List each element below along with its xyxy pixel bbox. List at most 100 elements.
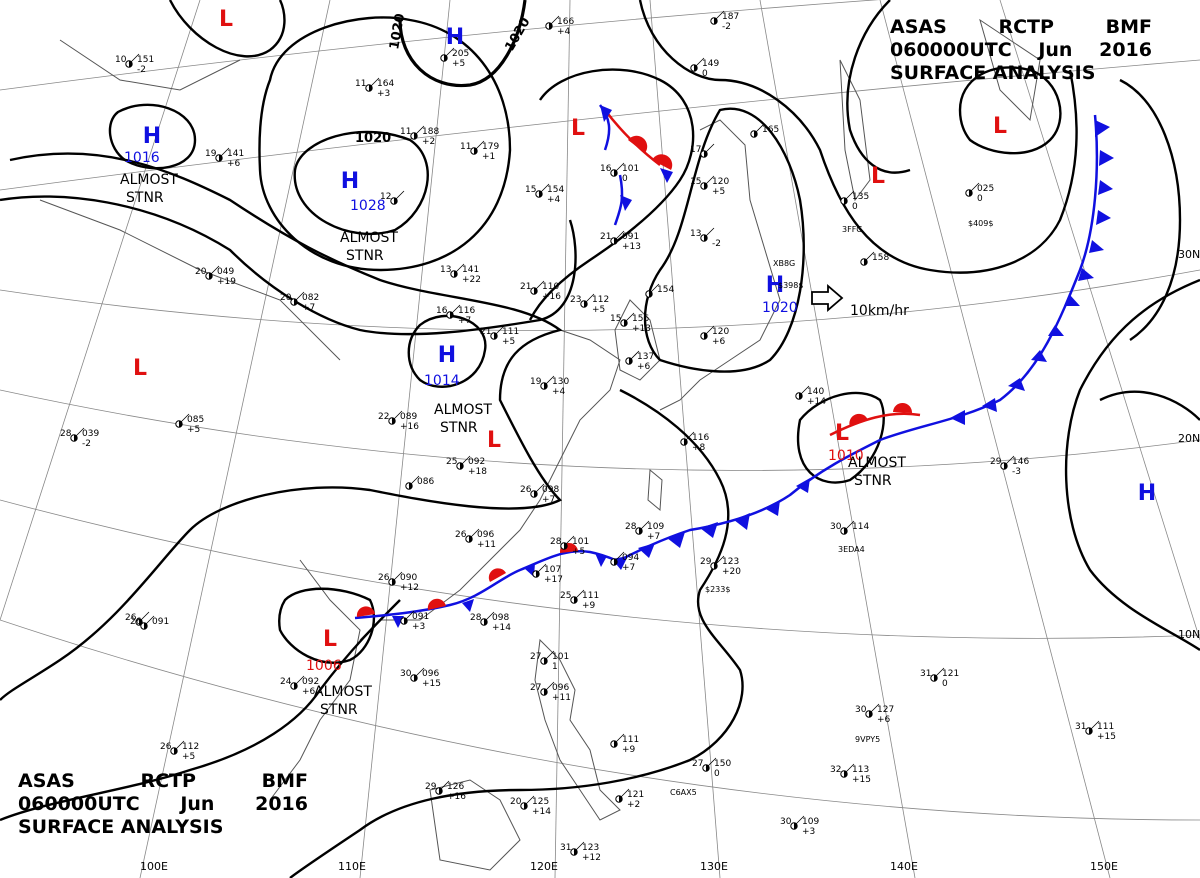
station-temperature: 30 — [780, 817, 792, 827]
wind-barb-icon — [618, 788, 630, 800]
isobar-japan-high — [643, 107, 805, 373]
wind-barb-icon — [393, 190, 405, 202]
cloud-cover-icon — [574, 596, 578, 604]
station-pressure: 205 — [452, 49, 469, 59]
cloud-cover-icon — [639, 527, 643, 535]
isobar-high-1016 — [108, 103, 197, 170]
header-month: Jun — [1038, 39, 1073, 61]
warm-front-bump — [893, 402, 913, 413]
station-plot: 26 096+11 — [455, 528, 496, 550]
wind-barb-icon — [73, 427, 85, 439]
station-tendency: +7 — [458, 316, 471, 326]
station-plot: 16 116+7 — [436, 304, 475, 326]
station-plot: 140+14 — [795, 385, 826, 407]
header-product: BMF — [261, 770, 308, 792]
station-pressure: 111 — [1097, 722, 1114, 732]
isobar-label: 1020 — [355, 131, 391, 146]
station-tendency: 0 — [942, 679, 948, 689]
latitude-label: 20N — [1178, 432, 1200, 445]
cloud-cover-icon — [619, 795, 623, 803]
cold-front-barb — [764, 500, 780, 516]
cloud-cover-icon — [439, 787, 443, 795]
cloud-cover-icon — [129, 60, 133, 68]
warm-front-bump — [652, 154, 673, 170]
wind-barb-icon — [798, 385, 810, 397]
header-station: RCTP — [140, 770, 196, 792]
station-tendency: +12 — [400, 583, 419, 593]
station-tendency: +6 — [877, 715, 891, 725]
station-temperature: 25 — [446, 457, 457, 467]
center-movement-note: ALMOST STNR — [340, 230, 398, 264]
cloud-cover-icon — [414, 132, 418, 140]
cold-front-barb — [700, 522, 718, 538]
station-temperature: 11 — [400, 127, 411, 137]
low-pressure-symbol: L — [993, 114, 1007, 139]
cloud-cover-icon — [179, 420, 183, 428]
station-pressure: 094 — [622, 553, 639, 563]
low-pressure-symbol: L — [219, 7, 233, 32]
cold-front-barb — [950, 410, 965, 425]
station-plot: 29 146-3 — [990, 455, 1029, 477]
ship-call-sign: 3EDA4 — [838, 545, 865, 554]
low-center-nw: L — [219, 7, 233, 32]
cloud-cover-icon — [174, 747, 178, 755]
longitude-label: 120E — [530, 860, 558, 873]
station-tendency: +3 — [377, 89, 390, 99]
station-tendency: +19 — [217, 277, 236, 287]
station-plot: 154 — [645, 283, 674, 298]
station-pressure: 096 — [552, 683, 569, 693]
station-tendency: +5 — [592, 305, 605, 315]
cloud-cover-icon — [564, 542, 568, 550]
low-pressure-symbol: L — [571, 116, 585, 141]
wind-barb-icon — [535, 563, 547, 575]
cloud-cover-icon — [144, 622, 148, 630]
station-plot: 187-2 — [710, 10, 739, 32]
isobar-ne-outer — [1119, 78, 1182, 341]
station-tendency: +15 — [422, 679, 441, 689]
cold-front-barb — [982, 398, 997, 412]
isobar-subtropical — [289, 388, 744, 878]
station-plot: 11 179+1 — [460, 140, 499, 162]
station-plot: 091+3 — [400, 610, 429, 632]
station-pressure: 166 — [557, 17, 574, 27]
wind-barb-icon — [533, 280, 545, 292]
wind-barb-icon — [368, 77, 380, 89]
cold-front-barb — [600, 105, 612, 122]
station-tendency: +5 — [187, 425, 200, 435]
station-pressure: 101 — [622, 164, 639, 174]
cloud-cover-icon — [614, 558, 618, 566]
station-plot: 20 049+19 — [195, 265, 236, 287]
coastline-japan — [659, 119, 781, 411]
station-pressure: 126 — [447, 782, 464, 792]
station-tendency: 0 — [714, 769, 720, 779]
wind-barb-icon — [538, 183, 550, 195]
station-pressure: 091 — [152, 617, 169, 627]
station-temperature: 27 — [530, 652, 541, 662]
parallel-50n — [0, 0, 880, 91]
station-pressure: 116 — [692, 433, 709, 443]
wind-barb-icon — [693, 57, 705, 69]
warm-front-semicircles — [849, 402, 913, 427]
warm-front-bump — [628, 135, 648, 153]
wind-barb-icon — [438, 780, 450, 792]
cold-front-barb — [1089, 240, 1104, 253]
wind-barb-icon — [968, 182, 980, 194]
station-temperature: 13 — [690, 229, 701, 239]
station-tendency: +17 — [544, 575, 563, 585]
high-center-korea: H 1020 10km/hr — [762, 273, 909, 319]
station-temperature: 27 — [530, 683, 541, 693]
wind-barb-icon — [391, 410, 403, 422]
ship-call-sign: 3FFG — [842, 225, 863, 234]
cloud-cover-icon — [794, 822, 798, 830]
cloud-cover-icon — [414, 674, 418, 682]
warm-front-bump — [427, 598, 446, 610]
latitude-label: 10N — [1178, 628, 1200, 641]
wind-barb-icon — [638, 520, 650, 532]
cloud-cover-icon — [684, 438, 688, 446]
station-pressure: 158 — [872, 253, 889, 263]
longitude-label: 140E — [890, 860, 918, 873]
low-center-sea-of-okhotsk: L — [871, 164, 885, 189]
